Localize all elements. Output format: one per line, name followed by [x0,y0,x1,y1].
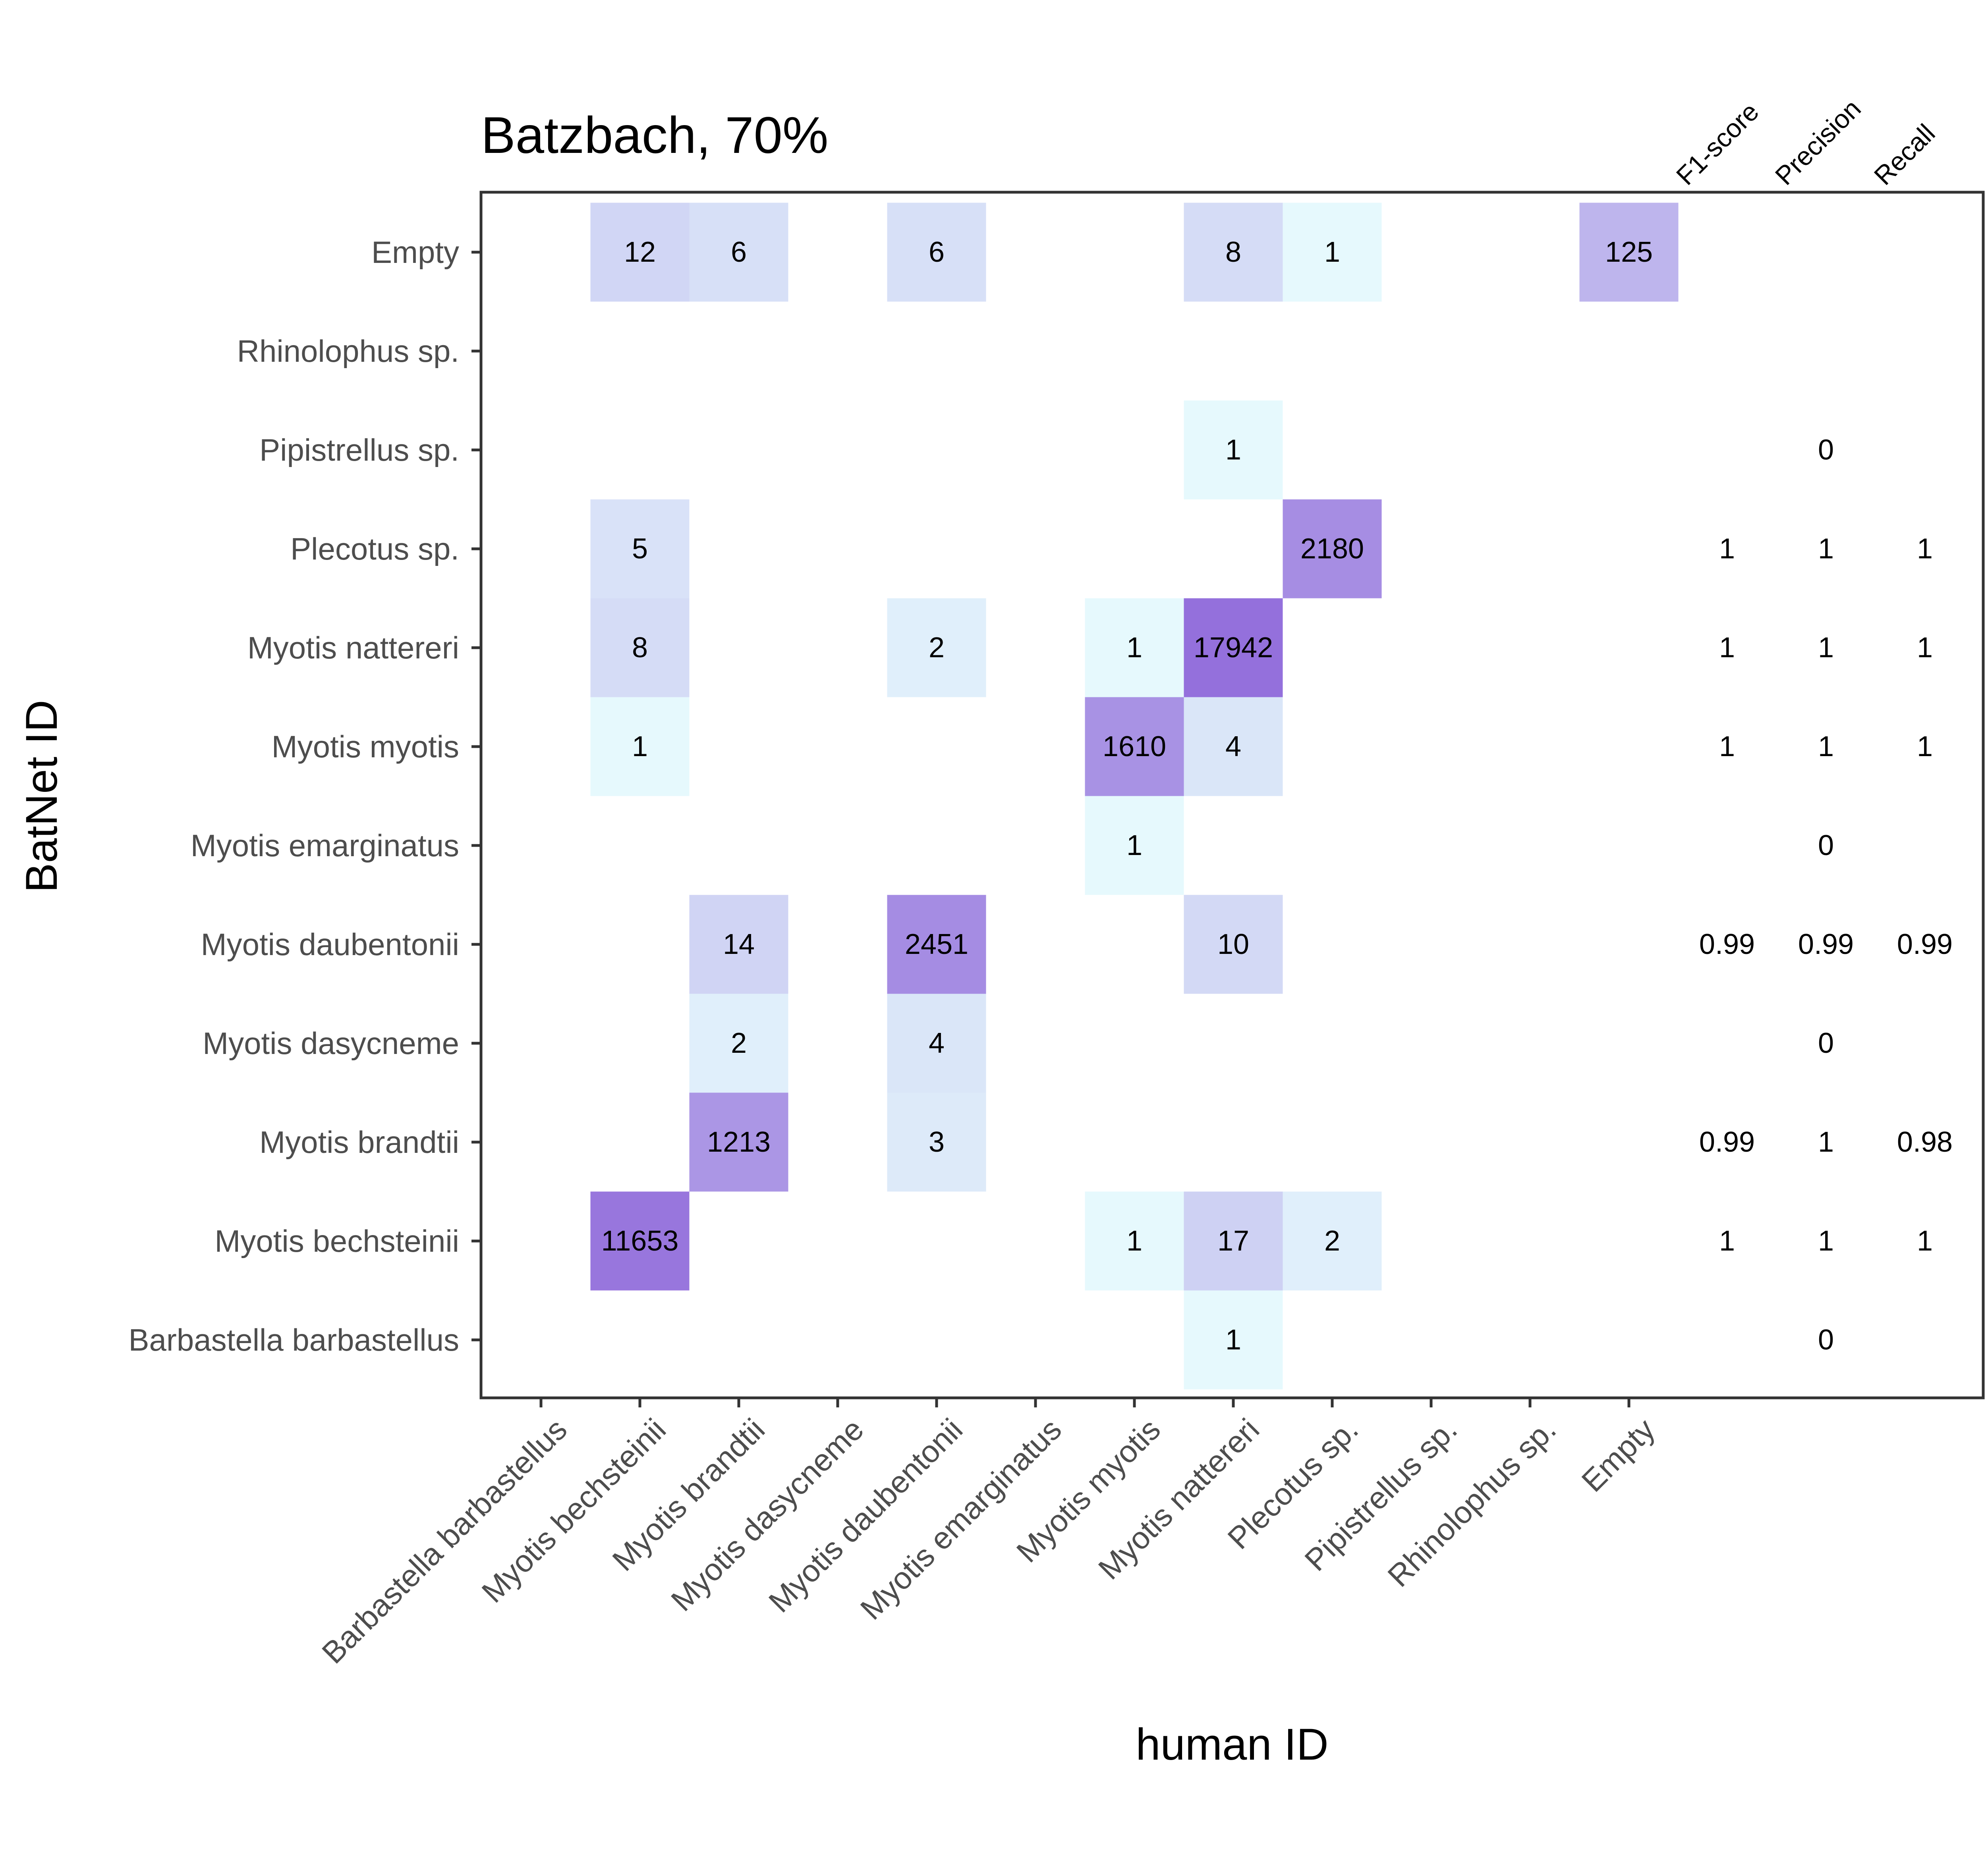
metric-value-label: 1 [1818,632,1834,664]
cell-value-label: 4 [1225,731,1241,762]
y-tick-label: Myotis daubentonii [201,927,459,962]
heatmap-cell [590,598,690,697]
cell-value-label: 17 [1217,1225,1249,1257]
heatmap-cell [1283,1191,1382,1291]
y-tick-label: Myotis emarginatus [191,828,459,863]
metric-value-label: 1 [1818,533,1834,565]
metric-value-label: 1 [1719,1225,1735,1257]
heatmap-cell [1579,203,1679,302]
heatmap-cell [1283,499,1382,598]
cell-value-label: 125 [1605,236,1653,268]
cell-value-label: 2 [731,1027,747,1059]
heatmap-cell [1085,598,1184,697]
heatmap-cell [887,1092,986,1192]
y-tick-label: Myotis bechsteinii [214,1224,459,1258]
cell-value-label: 12 [624,236,656,268]
cell-value-label: 5 [632,533,648,565]
metric-value-label: 0 [1818,830,1834,861]
heatmap-cell [1184,400,1283,500]
heatmap-cell [590,203,690,302]
cell-value-label: 4 [929,1027,945,1059]
cell-value-label: 1 [1225,434,1241,466]
metric-value-label: 0.99 [1699,928,1755,960]
cell-value-label: 2451 [905,928,968,960]
metric-value-label: 1 [1818,1225,1834,1257]
cell-value-label: 8 [1225,236,1241,268]
cell-value-label: 1213 [707,1126,771,1158]
metric-value-label: 0.99 [1699,1126,1755,1158]
cell-value-label: 6 [929,236,945,268]
heatmap-cell [689,203,788,302]
cell-value-label: 2180 [1300,533,1364,565]
cell-value-label: 8 [632,632,648,664]
metric-value-label: 1 [1719,533,1735,565]
heatmap-cell [689,1092,788,1192]
metric-value-label: 1 [1719,731,1735,762]
metric-value-label: 1 [1917,1225,1933,1257]
heatmap-cell [1184,1290,1283,1390]
y-axis-title: BatNet ID [17,700,66,893]
y-tick-label: Empty [371,235,459,270]
metric-value-label: 1 [1917,731,1933,762]
y-tick-label: Myotis nattereri [247,630,459,665]
chart-title: Batzbach, 70% [481,106,828,164]
heatmap-cell [1184,203,1283,302]
cell-value-label: 1 [1126,1225,1142,1257]
heatmap-cell [887,994,986,1093]
heatmap-cell [1184,598,1283,697]
metric-value-label: 1 [1818,731,1834,762]
cell-value-label: 17942 [1194,632,1273,664]
y-tick-label: Barbastella barbastellus [129,1322,459,1357]
heatmap-cell [1085,697,1184,796]
heatmap-cell [1184,1191,1283,1291]
cell-value-label: 10 [1217,928,1249,960]
heatmap-cell [887,203,986,302]
y-tick-label: Pipistrellus sp. [259,432,459,467]
metric-value-label: 0 [1818,434,1834,466]
cell-value-label: 1 [1126,830,1142,861]
heatmap-cell [1085,1191,1184,1291]
metric-value-label: 1 [1719,632,1735,664]
y-tick-label: Rhinolophus sp. [237,334,459,369]
heatmap-cell [689,895,788,994]
heatmap-cell [590,499,690,598]
y-tick-label: Myotis myotis [272,729,459,764]
metric-value-label: 0 [1818,1324,1834,1356]
heatmap-cell [1184,697,1283,796]
metric-value-label: 0 [1818,1027,1834,1059]
heatmap-cell [1184,895,1283,994]
metric-value-label: 0.99 [1798,928,1854,960]
cell-value-label: 2 [929,632,945,664]
y-tick-label: Myotis dasycneme [203,1026,459,1061]
y-tick-label: Plecotus sp. [290,531,459,566]
y-tick-label: Myotis brandtii [259,1125,459,1160]
cell-value-label: 11653 [601,1225,679,1257]
heatmap-cell [1283,203,1382,302]
cell-value-label: 1610 [1103,731,1166,762]
metric-value-label: 1 [1818,1126,1834,1158]
heatmap-cell [590,1191,690,1291]
heatmap-cell [887,895,986,994]
metric-value-label: 0.98 [1897,1126,1953,1158]
cell-value-label: 14 [723,928,755,960]
cell-value-label: 1 [1324,236,1340,268]
cell-value-label: 1 [632,731,648,762]
cell-value-label: 1 [1126,632,1142,664]
heatmap-cell [887,598,986,697]
cell-value-label: 3 [929,1126,945,1158]
metric-value-label: 1 [1917,632,1933,664]
heatmap-cell [1085,796,1184,895]
cell-value-label: 2 [1324,1225,1340,1257]
heatmap-cell [590,697,690,796]
x-axis-title: human ID [1136,1720,1329,1769]
metric-value-label: 1 [1917,533,1933,565]
cell-value-label: 6 [731,236,747,268]
metric-value-label: 0.99 [1897,928,1953,960]
heatmap-cell [689,994,788,1093]
cell-value-label: 1 [1225,1324,1241,1356]
